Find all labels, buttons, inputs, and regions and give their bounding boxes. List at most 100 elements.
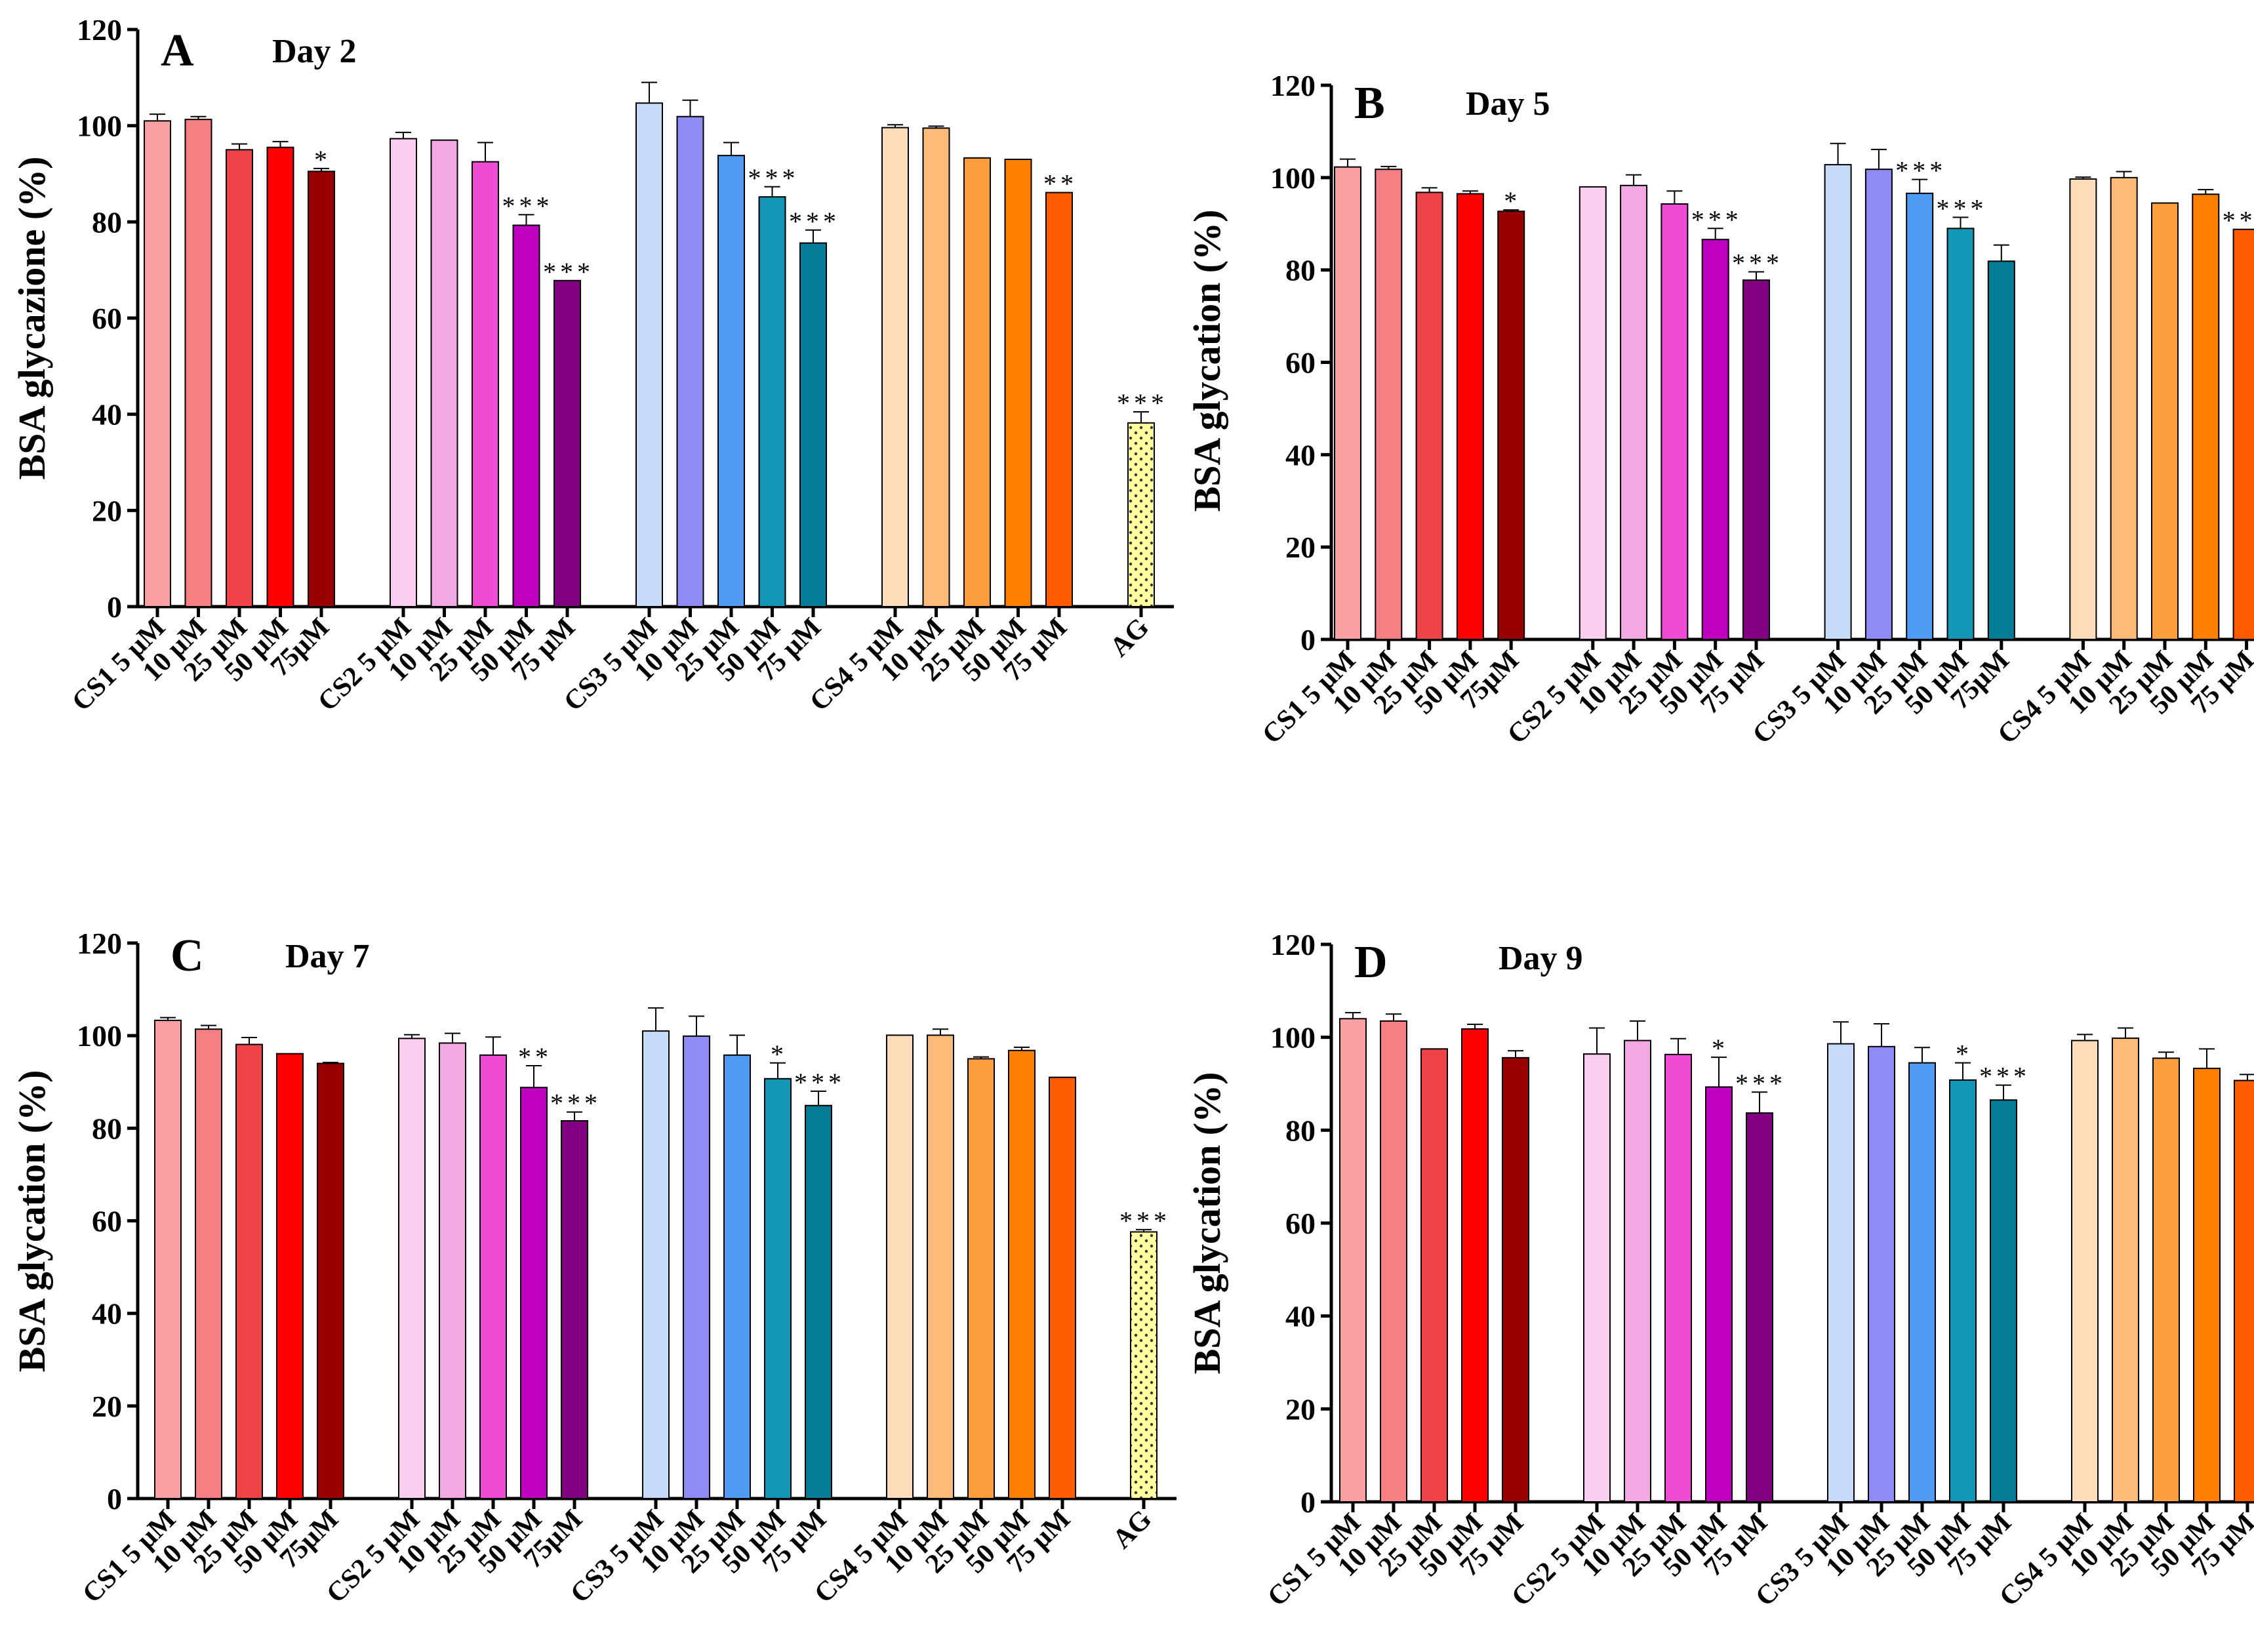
significance-label: ***: [2223, 206, 2254, 235]
bar-3: [1415, 191, 1443, 641]
bar-20: [1049, 1076, 1076, 1499]
bar-19: [2192, 193, 2220, 640]
bar-6: [390, 138, 417, 607]
panel-letter: B: [1354, 78, 1385, 129]
y-tick-label: 80: [92, 205, 122, 239]
y-tick-label: 60: [92, 1205, 122, 1238]
y-tick-label: 120: [1270, 928, 1316, 961]
significance-label: ***: [550, 1089, 601, 1118]
bar-18: [967, 1058, 995, 1500]
y-tick-label: 0: [1300, 1485, 1316, 1519]
bar-20: [2234, 1079, 2254, 1502]
bar-3: [1420, 1048, 1448, 1502]
y-axis-title: BSA glycation (%): [10, 1070, 53, 1373]
y-tick-label: 100: [1270, 1021, 1316, 1055]
y-tick-label: 0: [107, 590, 122, 624]
y-axis-title: BSA glycation (%): [1186, 210, 1228, 512]
significance-label: ***: [1117, 388, 1168, 418]
bar-4: [276, 1053, 304, 1500]
bar-15: [1987, 260, 2015, 641]
bar-17: [2112, 1038, 2139, 1503]
x-tick-label: AG: [1104, 613, 1155, 663]
bar-12: [1864, 169, 1893, 640]
significance-label: ***: [1937, 193, 1988, 223]
bar-8: [472, 161, 499, 607]
panel-letter: D: [1354, 937, 1388, 988]
y-tick-label: 100: [77, 110, 122, 143]
bar-1: [144, 120, 171, 608]
bar-13: [723, 1054, 751, 1499]
bar-11: [635, 102, 663, 607]
bar-21: [1130, 1231, 1157, 1499]
significance-label: *: [314, 145, 331, 174]
bar-6: [1579, 186, 1607, 640]
bar-12: [683, 1035, 710, 1500]
bar-14: [1949, 1079, 1977, 1503]
y-tick-label: 100: [77, 1019, 122, 1053]
bar-9: [520, 1087, 548, 1499]
bar-14: [1946, 228, 1975, 640]
bar-4: [1461, 1028, 1489, 1502]
bar-17: [2110, 176, 2138, 641]
bar-4: [1456, 193, 1484, 640]
bar-1: [1334, 166, 1361, 640]
significance-label: ***: [1979, 1062, 2030, 1091]
bar-16: [2071, 1039, 2099, 1502]
bar-15: [799, 242, 827, 608]
panel-letter: C: [171, 931, 204, 981]
bar-18: [2151, 202, 2179, 640]
y-tick-label: 60: [1285, 346, 1316, 380]
bar-2: [195, 1028, 222, 1500]
bar-14: [764, 1078, 792, 1500]
bar-1: [1339, 1018, 1367, 1503]
y-tick-label: 40: [92, 1297, 122, 1331]
y-tick-label: 20: [1285, 531, 1316, 564]
y-axis-title: BSA glycation (%): [1186, 1072, 1228, 1375]
bar-11: [1827, 1043, 1855, 1503]
y-tick-label: 40: [1285, 438, 1316, 472]
bar-8: [1660, 203, 1689, 640]
significance-label: *: [771, 1039, 788, 1069]
bar-8: [479, 1054, 507, 1499]
bar-15: [1990, 1099, 2017, 1502]
bar-11: [642, 1030, 670, 1499]
y-axis-title: BSA glycazione (%): [10, 157, 53, 480]
bar-3: [226, 149, 253, 608]
y-tick-label: 80: [1285, 254, 1316, 287]
bar-1: [154, 1019, 182, 1499]
bar-16: [881, 127, 909, 608]
y-tick-label: 60: [1285, 1207, 1316, 1240]
y-tick-label: 100: [1270, 161, 1316, 195]
y-tick-label: 20: [92, 494, 122, 527]
bar-11: [1824, 164, 1852, 641]
bar-9: [1705, 1086, 1733, 1503]
bar-17: [927, 1034, 954, 1499]
y-tick-label: 0: [1300, 623, 1316, 656]
bar-5: [308, 171, 335, 608]
y-tick-label: 0: [107, 1482, 122, 1516]
bar-8: [1664, 1053, 1692, 1502]
y-tick-label: 20: [92, 1390, 122, 1423]
bar-7: [1624, 1039, 1651, 1502]
bar-2: [1380, 1020, 1407, 1502]
bar-5: [1497, 211, 1525, 640]
panel-letter: A: [161, 26, 194, 76]
bar-13: [1906, 192, 1934, 640]
y-tick-label: 20: [1285, 1392, 1316, 1426]
bar-19: [2193, 1068, 2221, 1502]
significance-label: **: [518, 1042, 552, 1072]
bar-13: [1908, 1062, 1936, 1502]
significance-label: ***: [1119, 1206, 1171, 1236]
bar-6: [398, 1038, 426, 1499]
significance-label: *: [1712, 1034, 1729, 1063]
significance-label: ***: [748, 163, 799, 193]
bar-14: [758, 196, 786, 607]
bar-16: [2069, 178, 2097, 640]
bar-7: [430, 139, 458, 607]
bar-18: [963, 157, 991, 608]
bar-10: [561, 1120, 588, 1500]
